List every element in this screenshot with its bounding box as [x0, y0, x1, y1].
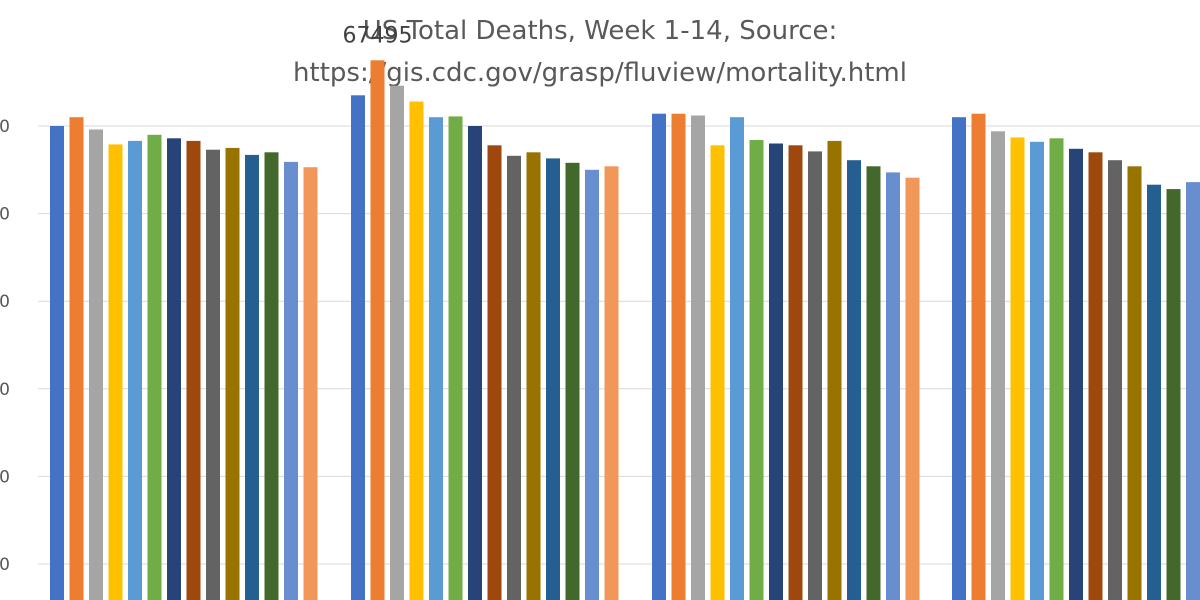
bar [1010, 137, 1025, 600]
bar [128, 140, 142, 600]
bar [1166, 189, 1181, 600]
bar [808, 151, 822, 600]
bar [468, 126, 482, 600]
bar [206, 149, 220, 600]
bar [370, 60, 385, 600]
bar [1088, 152, 1103, 600]
chart-title-block: US Total Deaths, Week 1-14, Source: http… [0, 10, 1200, 94]
bar [905, 177, 920, 600]
bar [730, 117, 744, 600]
y-tick-label: 0 [0, 555, 10, 575]
bar [671, 113, 686, 600]
bar [507, 155, 521, 600]
bar [147, 134, 162, 600]
bar [691, 115, 705, 600]
bar [448, 116, 463, 600]
bar [886, 172, 900, 600]
bar [89, 129, 103, 600]
bar [1049, 138, 1064, 600]
bar [351, 95, 365, 600]
y-axis-ticks: 0 0 0 0 0 0 [0, 117, 10, 575]
bar [769, 143, 783, 600]
bar [749, 140, 764, 600]
data-label: 67495 [343, 23, 413, 48]
bar [604, 166, 619, 600]
bar [303, 167, 318, 600]
bar [1069, 148, 1083, 600]
bar [991, 131, 1005, 600]
bar [788, 145, 803, 600]
bar [1127, 166, 1142, 600]
bar [245, 154, 259, 600]
bar [69, 117, 84, 600]
bar [1108, 160, 1122, 600]
bar [1030, 141, 1044, 600]
bar [167, 138, 181, 600]
y-tick-label: 0 [0, 467, 10, 487]
bar [108, 144, 123, 600]
chart-subtitle: https://gis.cdc.gov/grasp/fluview/mortal… [293, 58, 907, 88]
y-tick-label: 0 [0, 292, 10, 312]
bar [827, 140, 842, 600]
bar [710, 145, 725, 600]
data-labels: 67495 [343, 23, 413, 48]
bar [225, 147, 240, 600]
bar [284, 161, 298, 600]
bar [526, 152, 541, 600]
bar [652, 113, 666, 600]
bar [971, 113, 986, 600]
bar [487, 145, 502, 600]
bars [50, 60, 1200, 600]
y-tick-label: 0 [0, 205, 10, 225]
y-tick-label: 0 [0, 117, 10, 137]
bar [847, 160, 861, 600]
bar [565, 162, 580, 600]
bar [264, 152, 279, 600]
bar [1186, 182, 1200, 600]
bar [585, 169, 599, 600]
bar [866, 166, 881, 600]
chart-title: US Total Deaths, Week 1-14, Source: [362, 16, 838, 46]
bar [429, 117, 443, 600]
bar [546, 158, 560, 600]
bar [50, 126, 64, 600]
bar [390, 85, 404, 600]
bar [1147, 184, 1161, 600]
bar [409, 101, 424, 600]
y-tick-label: 0 [0, 380, 10, 400]
bar [186, 140, 201, 600]
bar [952, 117, 966, 600]
